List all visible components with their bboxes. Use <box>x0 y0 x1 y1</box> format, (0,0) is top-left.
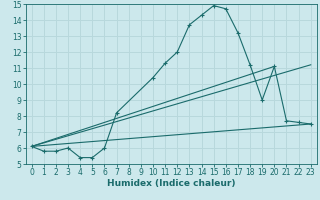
X-axis label: Humidex (Indice chaleur): Humidex (Indice chaleur) <box>107 179 236 188</box>
